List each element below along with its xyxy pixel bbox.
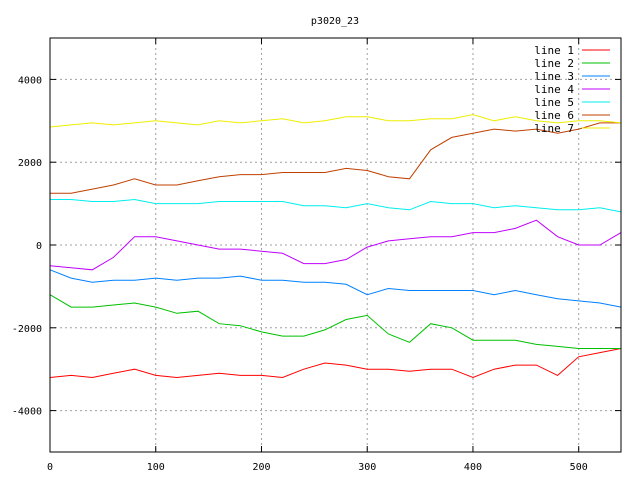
x-tick-label: 0 [47, 462, 53, 473]
legend-label: line 2 [534, 57, 574, 70]
tick-labels: 0 100 200 300 400 500 -4000 -2000 0 2000 4000 [12, 75, 588, 473]
x-tick-label: 200 [252, 462, 270, 473]
x-tick-label: 500 [570, 462, 588, 473]
y-tick-label: 4000 [18, 75, 42, 86]
legend-label: line 7 [534, 122, 574, 135]
chart-title: p3020_23 [311, 16, 359, 27]
series-line-3 [49, 269, 622, 308]
x-tick-label: 100 [147, 462, 165, 473]
x-tick-label: 300 [358, 462, 376, 473]
legend-label: line 5 [534, 96, 574, 109]
series-line-6 [50, 122, 621, 194]
legend-label: line 1 [534, 44, 574, 57]
legend-label: line 3 [534, 70, 574, 83]
x-tick-label: 400 [464, 462, 482, 473]
y-tick-label: -2000 [12, 324, 42, 335]
series-lines [49, 114, 622, 379]
series-line-2 [49, 294, 621, 349]
y-tick-label: 0 [36, 241, 42, 252]
series-line-5 [50, 198, 622, 213]
y-tick-label: 2000 [18, 158, 42, 169]
legend-label: line 6 [534, 109, 574, 122]
plot-border [49, 37, 622, 453]
series-line-4 [49, 219, 622, 271]
series-line-1 [49, 348, 622, 379]
series-line-7 [49, 114, 622, 128]
legend-label: line 4 [534, 83, 574, 96]
y-tick-label: -4000 [12, 407, 42, 418]
